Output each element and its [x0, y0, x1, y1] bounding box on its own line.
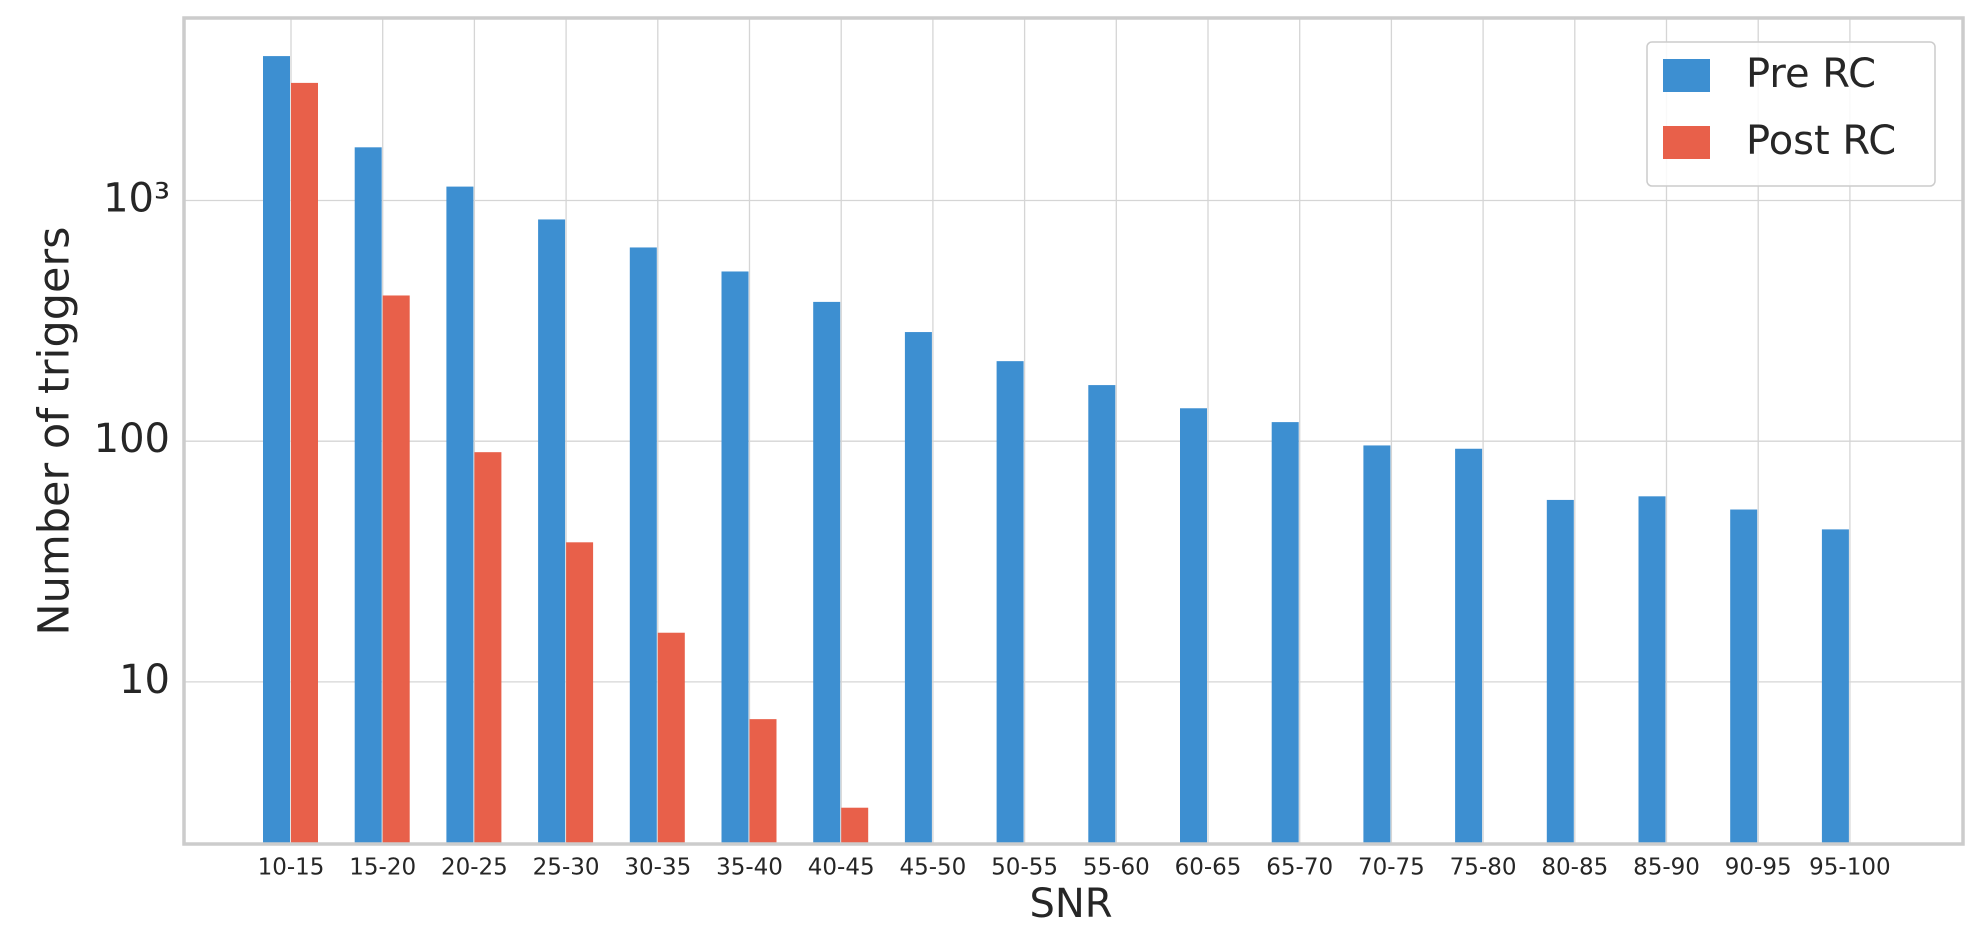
y-tick-label: 10 — [119, 657, 170, 703]
x-tick-label: 90-95 — [1725, 855, 1792, 881]
legend-swatch — [1663, 59, 1710, 92]
x-axis-label: SNR — [1029, 881, 1112, 927]
legend-label: Pre RC — [1746, 51, 1876, 97]
x-tick-label: 25-30 — [533, 855, 600, 881]
bar — [657, 632, 685, 844]
bar — [382, 295, 410, 844]
x-tick-label: 45-50 — [899, 855, 966, 881]
bar — [566, 542, 594, 844]
bar — [538, 219, 566, 845]
x-tick-label: 15-20 — [349, 855, 416, 881]
bar — [1821, 529, 1849, 844]
bar — [1363, 445, 1391, 844]
x-tick-label: 35-40 — [716, 855, 783, 881]
y-tick-label: 100 — [94, 416, 170, 462]
x-tick-label: 50-55 — [991, 855, 1058, 881]
x-tick-label: 70-75 — [1358, 855, 1425, 881]
bar — [1271, 422, 1299, 844]
x-tick-label: 95-100 — [1809, 855, 1890, 881]
legend-label: Post RC — [1746, 118, 1896, 164]
grid — [184, 18, 1963, 844]
bar — [354, 147, 382, 844]
x-tick-label: 30-35 — [624, 855, 691, 881]
legend-swatch — [1663, 126, 1710, 159]
bar — [749, 719, 777, 844]
bar — [813, 301, 841, 845]
bar — [446, 186, 474, 844]
bars — [263, 56, 1849, 845]
bar — [263, 56, 290, 844]
x-tick-label: 10-15 — [258, 855, 325, 881]
bar — [1180, 408, 1207, 844]
y-tick-label: 10³ — [103, 175, 170, 221]
x-tick-label: 55-60 — [1083, 855, 1150, 881]
x-tick-label: 60-65 — [1175, 855, 1242, 881]
bar — [629, 247, 657, 844]
y-axis-label: Number of triggers — [30, 226, 80, 635]
x-tick-label: 85-90 — [1633, 855, 1700, 881]
bar — [474, 452, 502, 844]
bar — [1088, 385, 1116, 844]
bar — [1730, 509, 1758, 844]
x-tick-label: 75-80 — [1450, 855, 1517, 881]
legend: Pre RC Post RC — [1646, 41, 1936, 187]
legend-box — [1646, 41, 1936, 187]
bar — [1546, 499, 1574, 844]
bar — [841, 807, 869, 844]
bar — [1455, 448, 1483, 844]
bar — [996, 361, 1024, 844]
x-tick-label: 40-45 — [808, 855, 875, 881]
x-tick-label: 20-25 — [441, 855, 508, 881]
plot-frame — [182, 16, 1965, 846]
bar — [904, 332, 932, 844]
x-tick-label: 65-70 — [1266, 855, 1333, 881]
bar — [291, 82, 318, 844]
x-tick-label: 80-85 — [1541, 855, 1608, 881]
bar — [1638, 496, 1666, 844]
bar — [721, 271, 749, 845]
